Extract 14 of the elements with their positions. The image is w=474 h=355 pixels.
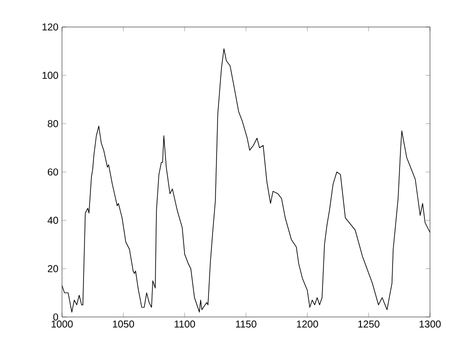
y-tick-label: 100	[42, 72, 58, 79]
x-tick-label: 1200	[296, 320, 318, 328]
x-tick-label: 1250	[358, 320, 380, 328]
x-tick-label: 1300	[420, 320, 441, 328]
y-tick-label: 0	[53, 313, 58, 321]
y-tick-label: 40	[48, 216, 58, 224]
y-tick-label: 60	[48, 168, 58, 176]
y-tick-label: 20	[48, 265, 58, 272]
x-tick-label: 1000	[52, 320, 73, 328]
y-tick-label: 80	[48, 120, 58, 128]
x-tick-label: 1050	[112, 320, 134, 328]
y-tick-label: 120	[42, 23, 58, 31]
x-tick-label: 1150	[236, 320, 256, 328]
x-tick-label: 1100	[174, 320, 196, 328]
